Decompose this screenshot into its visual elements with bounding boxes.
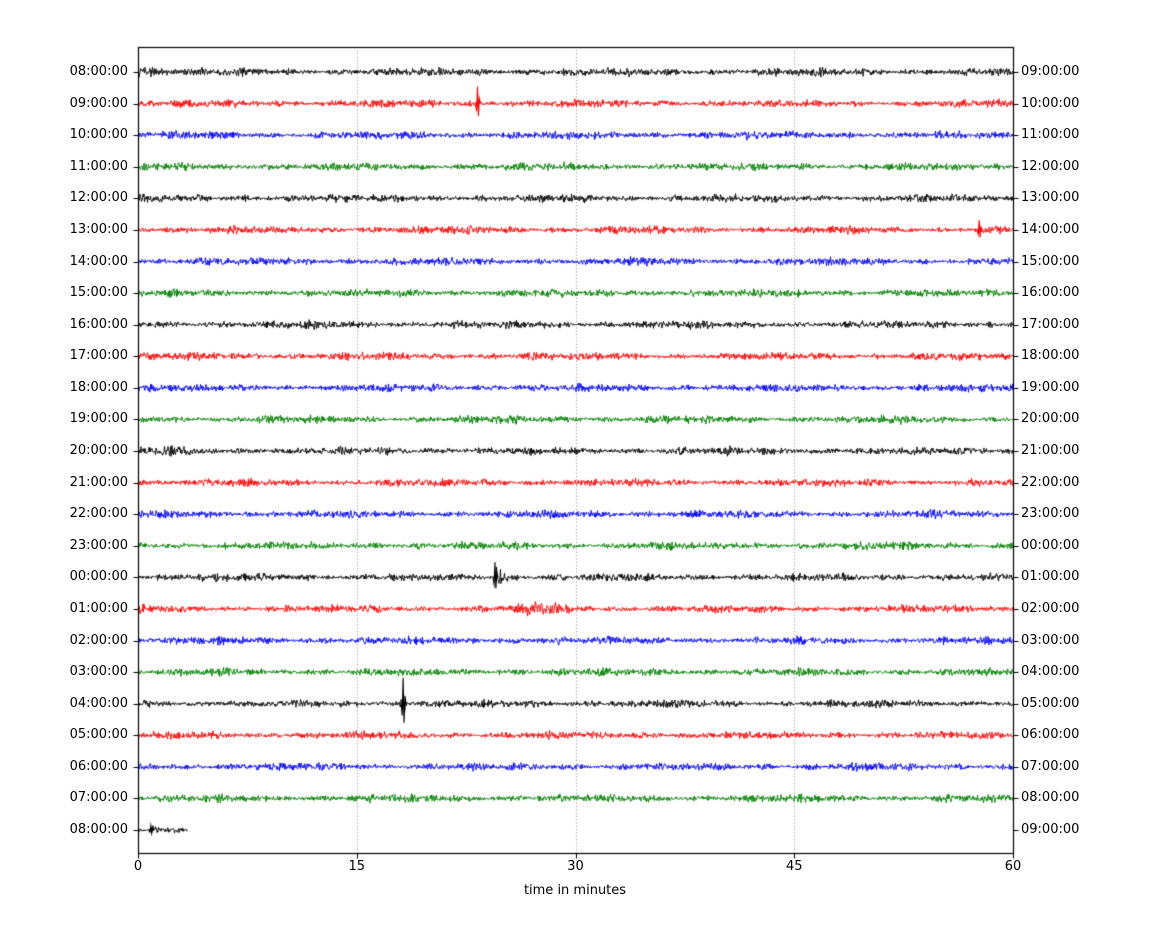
x-tick-label: 60 bbox=[1004, 859, 1022, 874]
row-start-time-label: 06:00:00 bbox=[69, 758, 128, 774]
row-start-time-label: 18:00:00 bbox=[69, 379, 128, 395]
row-end-time-label: 01:00:00 bbox=[1021, 569, 1080, 585]
row-start-time-label: 02:00:00 bbox=[69, 632, 128, 648]
row-end-time-label: 19:00:00 bbox=[1021, 379, 1080, 395]
row-end-time-label: 12:00:00 bbox=[1021, 158, 1080, 174]
x-tick-label: 0 bbox=[133, 859, 143, 874]
row-end-time-label: 23:00:00 bbox=[1021, 506, 1080, 522]
row-end-time-label: 05:00:00 bbox=[1021, 695, 1080, 711]
row-start-time-label: 08:00:00 bbox=[69, 822, 128, 837]
row-end-time-label: 04:00:00 bbox=[1021, 664, 1080, 680]
row-start-time-label: 20:00:00 bbox=[69, 443, 128, 458]
row-end-time-label: 13:00:00 bbox=[1021, 190, 1080, 206]
row-start-time-label: 23:00:00 bbox=[69, 537, 128, 553]
row-end-time-label: 09:00:00 bbox=[1021, 822, 1080, 837]
row-end-time-label: 00:00:00 bbox=[1021, 537, 1080, 553]
row-start-time-label: 01:00:00 bbox=[69, 600, 128, 616]
row-end-time-label: 21:00:00 bbox=[1021, 443, 1080, 458]
x-tick-label: 30 bbox=[567, 859, 584, 874]
row-start-time-label: 15:00:00 bbox=[69, 285, 128, 301]
row-start-time-label: 11:00:00 bbox=[69, 158, 128, 174]
row-start-time-label: 07:00:00 bbox=[69, 790, 128, 806]
row-end-time-label: 10:00:00 bbox=[1021, 95, 1080, 111]
row-end-time-label: 08:00:00 bbox=[1021, 790, 1080, 806]
x-tick-label: 15 bbox=[348, 859, 366, 874]
row-start-time-label: 22:00:00 bbox=[69, 506, 128, 522]
row-start-time-label: 17:00:00 bbox=[69, 348, 128, 364]
row-start-time-label: 14:00:00 bbox=[69, 253, 128, 269]
x-tick-label: 45 bbox=[785, 859, 803, 874]
row-end-time-label: 17:00:00 bbox=[1021, 316, 1080, 332]
row-start-time-label: 08:00:00 bbox=[69, 64, 128, 79]
row-end-time-label: 14:00:00 bbox=[1021, 221, 1080, 237]
row-end-time-label: 20:00:00 bbox=[1021, 411, 1080, 427]
row-end-time-label: 18:00:00 bbox=[1021, 348, 1080, 364]
row-end-time-label: 09:00:00 bbox=[1021, 64, 1080, 79]
row-end-time-label: 06:00:00 bbox=[1021, 727, 1080, 743]
row-end-time-label: 15:00:00 bbox=[1021, 253, 1080, 269]
row-end-time-label: 22:00:00 bbox=[1021, 474, 1080, 490]
x-axis-title: time in minutes bbox=[523, 883, 627, 898]
row-start-time-label: 05:00:00 bbox=[69, 727, 128, 743]
row-start-time-label: 09:00:00 bbox=[69, 95, 128, 111]
row-end-time-label: 02:00:00 bbox=[1021, 600, 1080, 616]
row-start-time-label: 21:00:00 bbox=[69, 474, 128, 490]
row-end-time-label: 16:00:00 bbox=[1021, 285, 1080, 301]
row-start-time-label: 12:00:00 bbox=[69, 190, 128, 206]
row-end-time-label: 07:00:00 bbox=[1021, 758, 1080, 774]
row-start-time-label: 19:00:00 bbox=[69, 411, 128, 427]
row-start-time-label: 13:00:00 bbox=[69, 221, 128, 237]
row-end-time-label: 11:00:00 bbox=[1021, 127, 1080, 143]
row-start-time-label: 10:00:00 bbox=[69, 127, 128, 143]
row-start-time-label: 04:00:00 bbox=[69, 695, 128, 711]
row-start-time-label: 00:00:00 bbox=[69, 569, 128, 585]
row-end-time-label: 03:00:00 bbox=[1021, 632, 1080, 648]
row-start-time-label: 03:00:00 bbox=[69, 664, 128, 680]
row-start-time-label: 16:00:00 bbox=[69, 316, 128, 332]
